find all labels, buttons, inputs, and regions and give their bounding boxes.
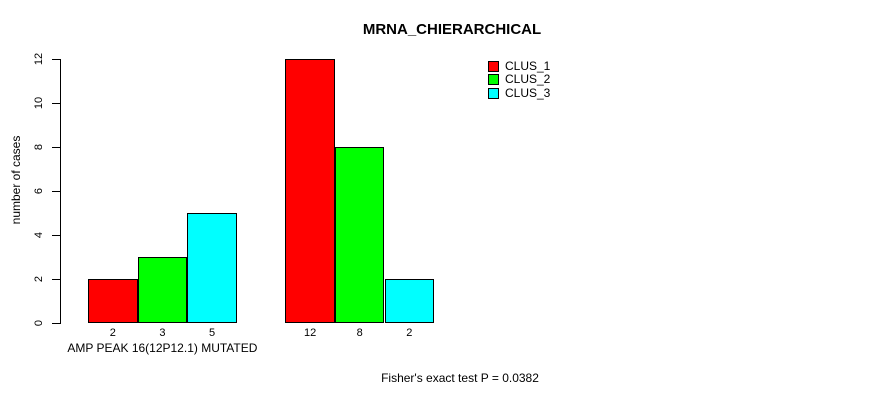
legend-label: CLUS_2 [505, 72, 551, 87]
y-tick [52, 102, 60, 104]
legend-item-clus_2: CLUS_2 [488, 72, 551, 87]
y-tick [52, 190, 60, 192]
bar-value-label: 2 [406, 327, 413, 339]
y-tick-label: 10 [33, 96, 45, 110]
y-tick [52, 58, 60, 60]
chart-title: MRNA_CHIERARCHICAL [362, 21, 542, 38]
bar-clus_3-group2 [384, 279, 435, 323]
bar-clus_1-group1 [88, 279, 138, 323]
bar-value-label: 12 [303, 327, 317, 339]
y-tick [52, 322, 60, 324]
bar-value-label: 5 [208, 327, 216, 339]
bar-value-label: 2 [109, 327, 116, 339]
group-axis-label: AMP PEAK 16(12P12.1) MUTATED [67, 341, 258, 355]
y-tick-label: 2 [33, 275, 45, 283]
bar-clus_2-group1 [137, 257, 188, 323]
y-tick-label: 4 [33, 231, 45, 239]
bar-value-label: 3 [159, 327, 166, 339]
bar-clus_1-group2 [285, 59, 335, 323]
y-tick-label: 0 [33, 319, 45, 327]
y-axis-label: number of cases [9, 135, 23, 225]
legend-label: CLUS_3 [505, 85, 551, 100]
y-tick-label: 6 [33, 187, 45, 195]
y-axis-line [60, 59, 61, 324]
y-tick [52, 234, 60, 236]
legend: CLUS_1 CLUS_2 CLUS_3 [488, 59, 551, 101]
y-tick-label: 8 [33, 143, 45, 151]
legend-label: CLUS_1 [505, 59, 551, 73]
legend-item-clus_1: CLUS_1 [488, 59, 551, 73]
footnote: Fisher's exact test P = 0.0382 [381, 371, 539, 385]
legend-swatch [488, 61, 499, 72]
bar-clus_3-group1 [187, 213, 237, 323]
legend-swatch [488, 87, 499, 99]
y-tick [52, 146, 60, 148]
y-tick [52, 278, 60, 280]
bar-clus_2-group2 [334, 147, 385, 323]
y-tick-label: 12 [33, 52, 45, 66]
bar-value-label: 8 [356, 327, 363, 339]
legend-item-clus_3: CLUS_3 [488, 85, 551, 100]
legend-swatch [488, 74, 499, 86]
